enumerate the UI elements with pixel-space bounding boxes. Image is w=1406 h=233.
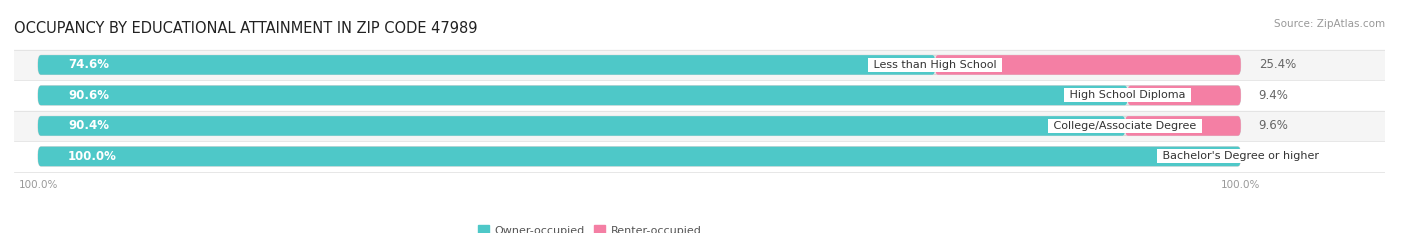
Text: College/Associate Degree: College/Associate Degree bbox=[1050, 121, 1201, 131]
Text: 90.6%: 90.6% bbox=[67, 89, 110, 102]
Legend: Owner-occupied, Renter-occupied: Owner-occupied, Renter-occupied bbox=[478, 225, 702, 233]
FancyBboxPatch shape bbox=[38, 55, 935, 75]
FancyBboxPatch shape bbox=[38, 55, 1240, 75]
FancyBboxPatch shape bbox=[38, 147, 1240, 166]
Text: Source: ZipAtlas.com: Source: ZipAtlas.com bbox=[1274, 19, 1385, 29]
FancyBboxPatch shape bbox=[14, 50, 1385, 80]
FancyBboxPatch shape bbox=[38, 147, 1240, 166]
Text: High School Diploma: High School Diploma bbox=[1066, 90, 1189, 100]
FancyBboxPatch shape bbox=[38, 116, 1240, 136]
Text: 90.4%: 90.4% bbox=[67, 120, 110, 132]
Text: 0.0%: 0.0% bbox=[1258, 150, 1288, 163]
Text: 9.4%: 9.4% bbox=[1258, 89, 1288, 102]
Text: 100.0%: 100.0% bbox=[67, 150, 117, 163]
FancyBboxPatch shape bbox=[38, 116, 1125, 136]
FancyBboxPatch shape bbox=[38, 86, 1240, 105]
Text: OCCUPANCY BY EDUCATIONAL ATTAINMENT IN ZIP CODE 47989: OCCUPANCY BY EDUCATIONAL ATTAINMENT IN Z… bbox=[14, 21, 478, 36]
FancyBboxPatch shape bbox=[1128, 86, 1240, 105]
FancyBboxPatch shape bbox=[14, 141, 1385, 172]
Text: Bachelor's Degree or higher: Bachelor's Degree or higher bbox=[1159, 151, 1323, 161]
FancyBboxPatch shape bbox=[38, 86, 1128, 105]
FancyBboxPatch shape bbox=[935, 55, 1240, 75]
Text: 25.4%: 25.4% bbox=[1258, 58, 1296, 71]
Text: 9.6%: 9.6% bbox=[1258, 120, 1288, 132]
Text: Less than High School: Less than High School bbox=[870, 60, 1000, 70]
FancyBboxPatch shape bbox=[14, 111, 1385, 141]
FancyBboxPatch shape bbox=[1125, 116, 1240, 136]
FancyBboxPatch shape bbox=[14, 80, 1385, 111]
Text: 74.6%: 74.6% bbox=[67, 58, 110, 71]
